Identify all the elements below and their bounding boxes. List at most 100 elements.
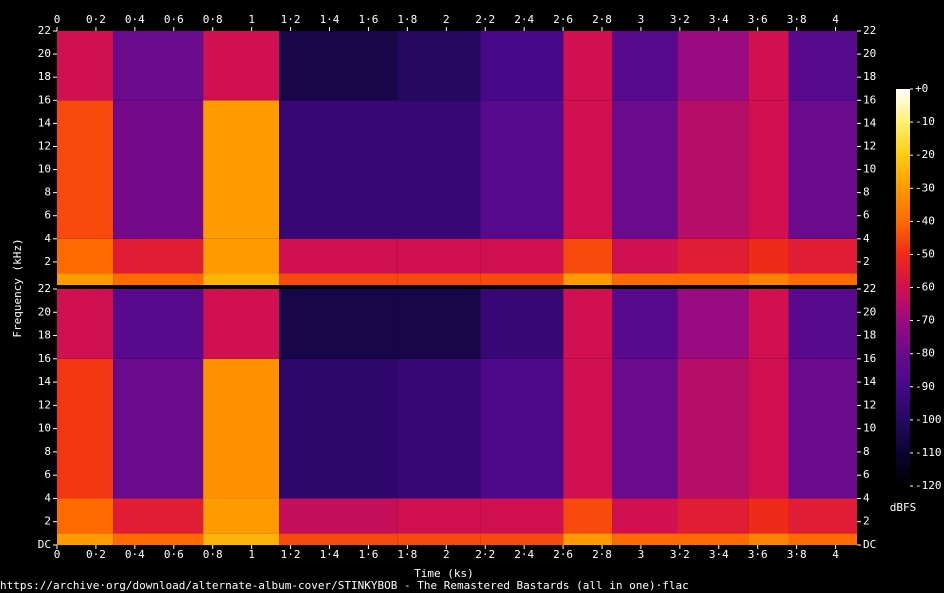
x-tick-label: 2·8 <box>592 13 612 26</box>
spectrogram-cell <box>788 238 857 274</box>
spectrogram-cell <box>677 238 749 274</box>
spectrogram-cell <box>563 273 613 285</box>
y-tick-label: 10 <box>38 422 51 435</box>
x-tick-label: 2 <box>443 548 450 561</box>
x-tick-label: 3·8 <box>787 548 807 561</box>
y-tick-label: 2 <box>863 515 870 528</box>
y-tick-label: 6 <box>863 468 870 481</box>
x-tick-label: 0 <box>54 13 61 26</box>
x-tick-label: 1·8 <box>397 13 417 26</box>
spectrogram-cell <box>563 358 613 499</box>
x-tick-label: 1 <box>248 548 255 561</box>
x-tick-label: 3·4 <box>709 13 729 26</box>
x-tick-label: 0·8 <box>203 548 223 561</box>
spectrogram-cell <box>203 31 280 101</box>
y-tick-label: 16 <box>863 93 876 106</box>
x-tick-label: 4 <box>832 548 839 561</box>
spectrogram-cell <box>788 498 857 534</box>
y-tick-label: 6 <box>863 209 870 222</box>
colorbar-tick-label: -80 <box>915 347 935 360</box>
y-tick-label: 18 <box>863 70 876 83</box>
spectrogram-cell <box>397 273 481 285</box>
spectrogram-cell <box>57 498 114 534</box>
y-tick-label: DC <box>863 538 876 551</box>
spectrogram-cell <box>279 358 398 499</box>
x-tick-label: 1·2 <box>281 13 301 26</box>
spectrogram-cell <box>677 273 749 285</box>
y-tick-label: 16 <box>38 352 51 365</box>
spectrogram-cell <box>748 498 789 534</box>
spectrogram-cell <box>480 498 564 534</box>
colorbar-label: dBFS <box>890 501 917 514</box>
colorbar-tick-label: -110 <box>915 446 942 459</box>
spectrogram-cell <box>57 289 114 359</box>
x-tick-label: 0·6 <box>164 548 184 561</box>
spectrogram-cell <box>113 289 204 359</box>
spectrogram-cell <box>748 238 789 274</box>
x-tick-label: 3·4 <box>709 548 729 561</box>
spectrogram-cell <box>57 238 114 274</box>
x-tick-label: 0·2 <box>86 548 106 561</box>
x-tick-label: 3·6 <box>748 548 768 561</box>
spectrogram-cell <box>57 273 114 285</box>
y-tick-label: 22 <box>38 282 51 295</box>
colorbar-tick-label: -50 <box>915 247 935 260</box>
colorbar-tick-label: -30 <box>915 181 935 194</box>
y-tick-label: 8 <box>44 445 51 458</box>
y-tick-label: 18 <box>863 329 876 342</box>
spectrogram-cell <box>397 498 481 534</box>
x-tick-label: 0 <box>54 548 61 561</box>
spectrogram-cell <box>748 100 789 239</box>
spectrogram-cell <box>788 289 857 359</box>
spectrogram-cell <box>612 358 678 499</box>
x-tick-label: 2·8 <box>592 548 612 561</box>
spectrogram-cell <box>612 498 678 534</box>
y-tick-label: 2 <box>44 255 51 268</box>
colorbar-tick-label: -120 <box>915 479 942 492</box>
x-tick-label: 0·2 <box>86 13 106 26</box>
spectrogram-cell <box>677 100 749 239</box>
x-axis-label: Time (ks) <box>414 567 474 580</box>
spectrogram-cell <box>480 31 564 101</box>
x-tick-label: 2·4 <box>514 13 534 26</box>
y-tick-label: 22 <box>863 24 876 37</box>
spectrogram-cell <box>397 100 481 239</box>
spectrogram-cell <box>279 533 398 545</box>
spectrogram-cell <box>748 31 789 101</box>
y-tick-label: 12 <box>863 398 876 411</box>
spectrogram-cell <box>748 289 789 359</box>
y-tick-label: 4 <box>863 491 870 504</box>
x-tick-label: 0·4 <box>125 548 145 561</box>
spectrogram-cell <box>113 100 204 239</box>
spectrogram-cell <box>788 273 857 285</box>
y-tick-label: 20 <box>863 47 876 60</box>
y-tick-label: 8 <box>44 186 51 199</box>
y-tick-label: 20 <box>863 305 876 318</box>
y-tick-label: 18 <box>38 329 51 342</box>
x-tick-label: 1·8 <box>397 548 417 561</box>
spectrogram-cell <box>397 31 481 101</box>
x-tick-label: 1·4 <box>320 548 340 561</box>
spectrogram-cell <box>113 238 204 274</box>
x-tick-label: 2·4 <box>514 548 534 561</box>
y-tick-label: 12 <box>38 398 51 411</box>
x-tick-label: 0·6 <box>164 13 184 26</box>
spectrogram-cell <box>279 238 398 274</box>
x-tick-label: 3·6 <box>748 13 768 26</box>
y-tick-label: DC <box>38 538 51 551</box>
spectrogram-cell <box>113 498 204 534</box>
spectrogram-cell <box>480 533 564 545</box>
spectrogram-cell <box>612 533 678 545</box>
spectrogram-cell <box>563 533 613 545</box>
spectrogram-cell <box>788 31 857 101</box>
spectrogram-cell <box>612 273 678 285</box>
x-tick-label: 2·6 <box>553 13 573 26</box>
spectrogram-cell <box>480 358 564 499</box>
y-tick-label: 12 <box>38 139 51 152</box>
x-tick-label: 1·6 <box>358 548 378 561</box>
colorbar-tick-label: +0 <box>915 82 928 95</box>
spectrogram-cell <box>57 358 114 499</box>
colorbar-tick-label: -60 <box>915 281 935 294</box>
spectrogram-cell <box>788 358 857 499</box>
